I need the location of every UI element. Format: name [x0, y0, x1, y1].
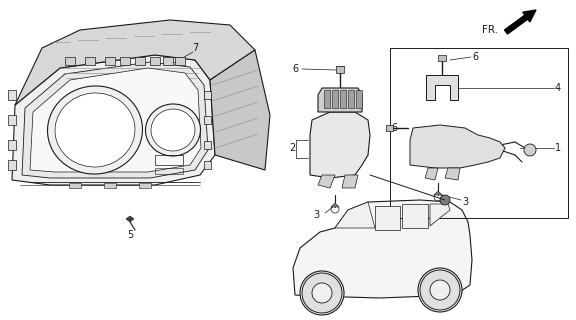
Ellipse shape [55, 93, 135, 167]
Polygon shape [402, 204, 428, 228]
Text: 6: 6 [472, 52, 478, 62]
Bar [155, 155, 183, 165]
Bar [356, 90, 362, 108]
Text: 5: 5 [127, 230, 133, 240]
Polygon shape [335, 202, 375, 228]
Bar [163, 57, 173, 65]
Text: 7: 7 [192, 43, 198, 53]
Circle shape [302, 273, 342, 313]
Bar [204, 91, 211, 99]
Polygon shape [331, 203, 339, 207]
Polygon shape [126, 216, 134, 222]
Bar [104, 183, 116, 188]
Polygon shape [375, 206, 400, 230]
Bar [139, 183, 151, 188]
Bar [324, 90, 330, 108]
Ellipse shape [146, 104, 200, 156]
Bar [65, 57, 75, 65]
Bar [8, 140, 16, 150]
Polygon shape [318, 88, 362, 112]
Text: 3: 3 [313, 210, 319, 220]
Text: FR.: FR. [482, 25, 498, 35]
Bar [175, 57, 185, 65]
Text: 2: 2 [289, 143, 295, 153]
Ellipse shape [48, 86, 142, 174]
Polygon shape [15, 20, 255, 105]
Bar [105, 57, 115, 65]
FancyArrow shape [505, 10, 536, 34]
Circle shape [300, 271, 344, 315]
Bar [155, 168, 183, 174]
Polygon shape [293, 200, 472, 298]
Bar [332, 90, 338, 108]
Bar [85, 57, 95, 65]
Polygon shape [310, 112, 370, 178]
Polygon shape [318, 175, 335, 188]
Bar [336, 66, 344, 73]
Polygon shape [425, 168, 438, 180]
Circle shape [420, 270, 460, 310]
Text: 3: 3 [462, 197, 468, 207]
Polygon shape [430, 204, 450, 226]
Polygon shape [22, 62, 208, 178]
Polygon shape [426, 75, 458, 100]
Polygon shape [210, 50, 270, 170]
Ellipse shape [151, 109, 195, 151]
Text: 6: 6 [392, 123, 398, 133]
Circle shape [312, 283, 332, 303]
Bar [120, 57, 130, 65]
Polygon shape [342, 175, 358, 188]
Bar [8, 160, 16, 170]
Bar [8, 115, 16, 125]
Text: 1: 1 [555, 143, 561, 153]
Text: 4: 4 [555, 83, 561, 93]
Polygon shape [12, 55, 215, 185]
Bar [348, 90, 354, 108]
Bar [204, 141, 211, 149]
Polygon shape [445, 168, 460, 180]
Bar [150, 57, 160, 65]
Circle shape [430, 280, 450, 300]
Bar [386, 125, 393, 131]
Bar [135, 57, 145, 65]
Circle shape [418, 268, 462, 312]
Bar [69, 183, 81, 188]
Bar [390, 48, 568, 218]
Polygon shape [30, 68, 201, 172]
Bar [204, 116, 211, 124]
Circle shape [524, 144, 536, 156]
Bar [340, 90, 346, 108]
Bar [8, 90, 16, 100]
Text: 6: 6 [292, 64, 298, 74]
Bar [438, 55, 446, 61]
Bar [204, 161, 211, 169]
Polygon shape [410, 125, 505, 168]
Circle shape [440, 195, 450, 205]
Polygon shape [434, 191, 442, 195]
